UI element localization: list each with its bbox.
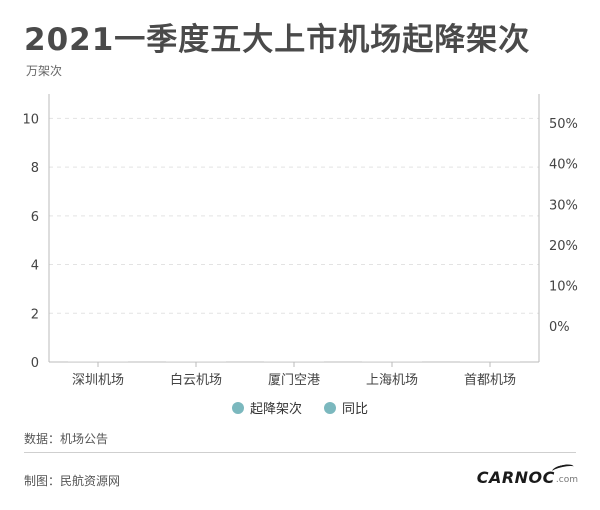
y2-tick-label: 20%	[549, 239, 578, 254]
y2-tick-label: 50%	[549, 117, 578, 132]
y-tick-label: 0	[31, 356, 39, 371]
logo-text: CARNOC	[476, 468, 555, 487]
y-tick-label: 2	[31, 307, 39, 322]
bar	[264, 361, 324, 362]
bar	[460, 361, 520, 362]
y-tick-label: 4	[31, 259, 39, 274]
y2-tick-label: 30%	[549, 198, 578, 213]
x-tick-label: 深圳机场	[72, 373, 124, 388]
x-tick-label: 首都机场	[464, 373, 516, 388]
legend-marker	[231, 401, 244, 414]
logo-suffix: .com	[555, 475, 578, 485]
legend-marker	[324, 401, 336, 414]
chart-maker: 制图：民航资源网	[24, 474, 121, 488]
y2-tick-label: 40%	[549, 158, 578, 173]
bar	[362, 361, 422, 362]
bar	[68, 361, 128, 362]
logo-swoosh	[551, 462, 575, 476]
x-tick-label: 白云机场	[170, 372, 222, 388]
bar	[166, 361, 226, 362]
y-tick-label: 8	[31, 161, 39, 176]
y-tick-label: 10	[22, 112, 39, 127]
y-axis-unit-label: 万架次	[26, 64, 63, 78]
divider	[24, 452, 576, 453]
legend: 起降架次 同比	[0, 398, 600, 417]
y2-tick-label: 10%	[549, 279, 578, 294]
x-tick-label: 厦门空港	[268, 373, 320, 388]
bar-chart: 0 2 4 6 8 10 0% 10% 20% 30% 40% 50% 深圳机场 白云机场 厦门空港 上海机场…	[22, 94, 578, 388]
legend-label: 同比	[342, 402, 369, 417]
legend-label: 起降架次	[249, 402, 302, 417]
legend-item-yoy[interactable]: 同比	[324, 398, 368, 417]
chart-title: 2021一季度五大上市机场起降架次	[24, 22, 531, 58]
carnoc-logo: CARNOC .com	[476, 462, 578, 487]
x-tick-label: 上海机场	[366, 373, 418, 388]
legend-item-flights[interactable]: 起降架次	[231, 398, 302, 417]
data-source: 数据：机场公告	[24, 432, 109, 446]
y2-tick-label: 0%	[549, 320, 570, 335]
y-tick-label: 6	[31, 210, 39, 225]
